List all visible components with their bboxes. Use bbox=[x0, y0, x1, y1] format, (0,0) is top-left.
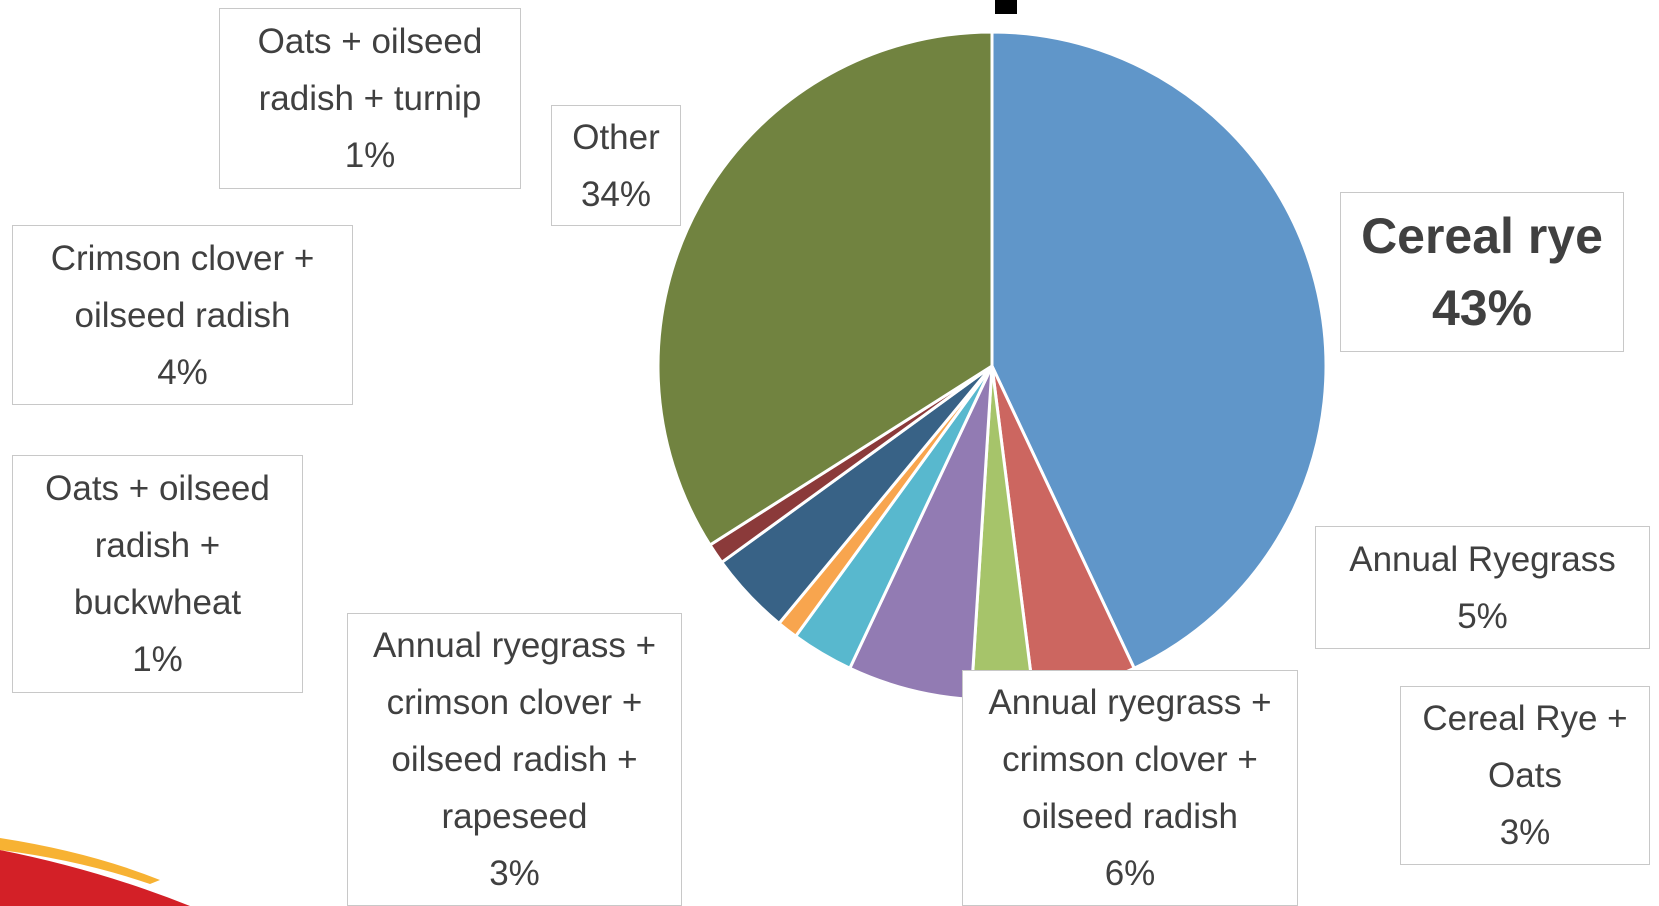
value-label: 5% bbox=[1457, 596, 1508, 636]
value-label: 43% bbox=[1431, 280, 1533, 336]
value-label: 1% bbox=[132, 640, 183, 679]
value-label: 34% bbox=[580, 174, 652, 214]
data-label: Annual ryegrass + crimson clover + oilse… bbox=[962, 670, 1298, 906]
decor-swoosh bbox=[0, 850, 190, 906]
value-label: 4% bbox=[157, 352, 208, 392]
title-fragment bbox=[995, 0, 1017, 14]
category-label: Annual ryegrass + crimson clover + oilse… bbox=[372, 626, 657, 836]
data-label: Other 34% bbox=[551, 105, 681, 226]
category-label: Cereal rye bbox=[1361, 208, 1603, 264]
category-label: Annual Ryegrass bbox=[1349, 539, 1616, 579]
data-label: Oats + oilseed radish + turnip 1% bbox=[219, 8, 521, 189]
data-label: Crimson clover + oilseed radish 4% bbox=[12, 225, 353, 405]
data-label: Annual Ryegrass 5% bbox=[1315, 526, 1650, 649]
pie-slice bbox=[656, 30, 994, 548]
category-label: Cereal Rye + Oats bbox=[1422, 699, 1628, 795]
pie-slice bbox=[990, 30, 1328, 671]
value-label: 6% bbox=[1104, 854, 1156, 893]
data-label: Cereal Rye + Oats 3% bbox=[1400, 686, 1650, 865]
category-label: Crimson clover + oilseed radish bbox=[50, 238, 315, 335]
category-label: Other bbox=[572, 117, 660, 157]
category-label: Annual ryegrass + crimson clover + oilse… bbox=[988, 683, 1272, 836]
decor-swoosh bbox=[0, 838, 160, 884]
value-label: 3% bbox=[1499, 813, 1551, 852]
value-label: 1% bbox=[344, 136, 396, 175]
category-label: Oats + oilseed radish + buckwheat bbox=[45, 469, 270, 622]
data-label: Annual ryegrass + crimson clover + oilse… bbox=[347, 613, 682, 906]
data-label: Oats + oilseed radish + buckwheat 1% bbox=[12, 455, 303, 693]
category-label: Oats + oilseed radish + turnip bbox=[257, 22, 483, 118]
data-label: Cereal rye 43% bbox=[1340, 192, 1624, 352]
value-label: 3% bbox=[489, 854, 540, 893]
